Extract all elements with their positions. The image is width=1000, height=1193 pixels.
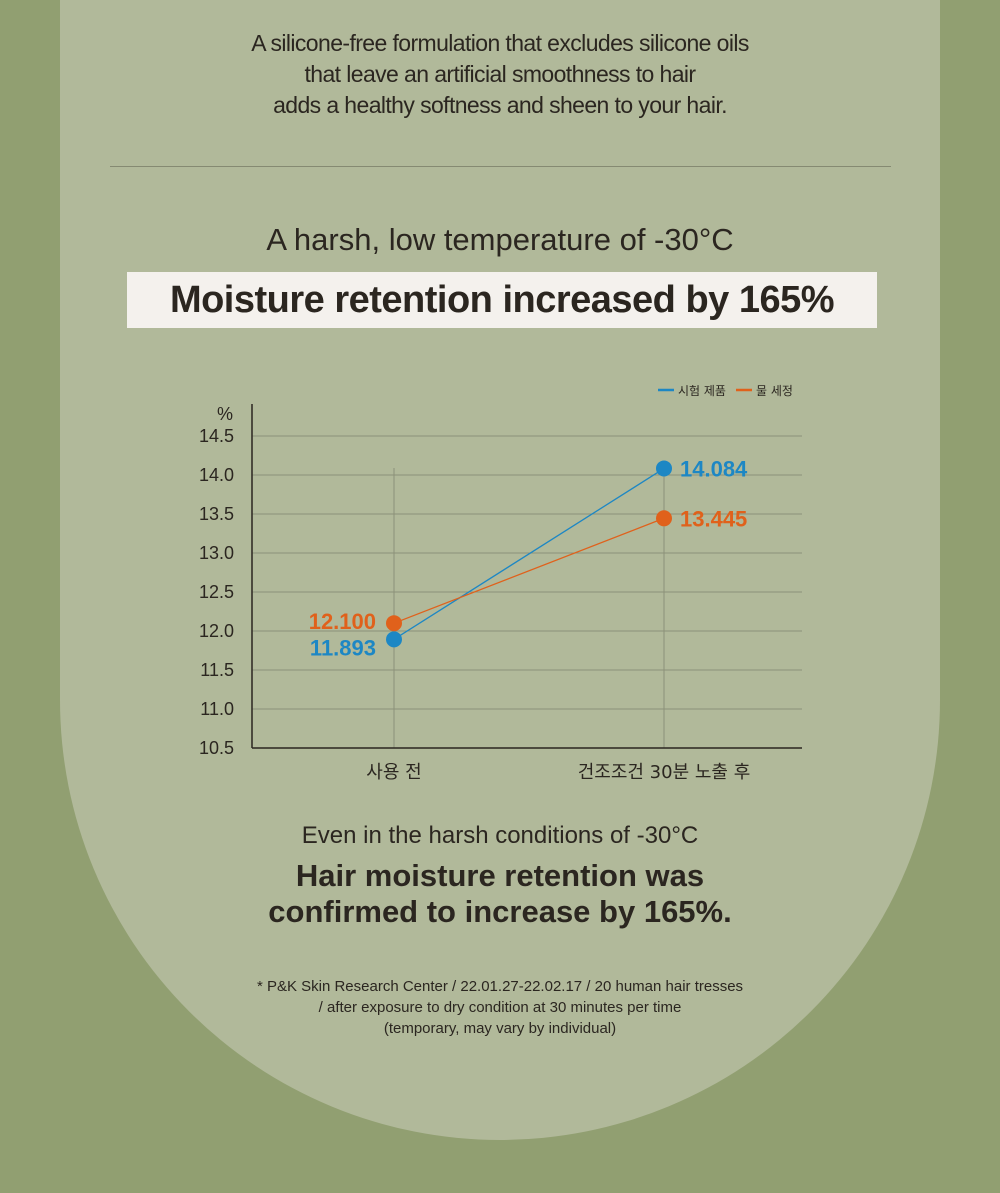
- conclusion-line: confirmed to increase by 165%.: [268, 894, 732, 929]
- data-point: [656, 460, 672, 477]
- legend-label: 물 세정: [756, 384, 793, 398]
- series-line: [393, 517, 665, 624]
- y-tick-label: 11.0: [200, 699, 234, 719]
- footnote-line: * P&K Skin Research Center / 22.01.27-22…: [256, 978, 744, 995]
- headline-highlight-box: [127, 272, 877, 328]
- chart-gridlines: [252, 435, 802, 748]
- x-category-label: 건조조건 30분 노출 후: [578, 762, 751, 783]
- intro-line: that leave an artificial smoothness to h…: [304, 61, 697, 87]
- y-tick-label: 10.5: [199, 738, 234, 758]
- conclusion-line: Hair moisture retention was: [295, 858, 705, 893]
- footnote-line: / after exposure to dry condition at 30 …: [318, 999, 682, 1016]
- y-tick-label: 13.5: [199, 504, 234, 524]
- y-tick-label: 11.5: [200, 660, 234, 680]
- chart-axes: [251, 404, 802, 749]
- y-tick-label: 14.0: [199, 465, 234, 485]
- data-point: [386, 631, 402, 648]
- y-tick-label: 12.5: [199, 582, 234, 602]
- moisture-line-chart: 시험 제품 물 세정 % 14.5 14.0 13.5 13.0 12.5 12.0 11.5…: [199, 384, 802, 783]
- x-axis-categories: 사용 전 건조조건 30분 노출 후: [366, 762, 750, 783]
- data-label: 13.445: [680, 506, 747, 531]
- y-axis-unit-label: %: [217, 404, 233, 424]
- conclusion-statement: Hair moisture retention was confirmed to…: [0, 858, 1000, 930]
- conclusion-lead: Even in the harsh conditions of -30°C: [301, 822, 699, 849]
- y-axis-ticks: 14.5 14.0 13.5 13.0 12.5 12.0 11.5 11.0 10.5: [199, 426, 234, 758]
- intro-line: adds a healthy softness and sheen to you…: [273, 92, 727, 118]
- y-tick-label: 13.0: [199, 543, 234, 563]
- x-category-label: 사용 전: [366, 762, 421, 783]
- legend-label: 시험 제품: [678, 384, 726, 398]
- data-label: 11.893: [310, 635, 376, 660]
- chart-series: 11.893 14.084 12.100 13.445: [309, 456, 748, 660]
- chart-legend: 시험 제품 물 세정: [658, 384, 793, 398]
- section-subtitle: A harsh, low temperature of -30°C: [266, 222, 734, 257]
- series-line: [393, 467, 665, 640]
- footnote-line: (temporary, may vary by individual): [383, 1020, 617, 1037]
- intro-line: A silicone-free formulation that exclude…: [251, 30, 749, 56]
- y-tick-label: 12.0: [199, 621, 234, 641]
- intro-text: A silicone-free formulation that exclude…: [0, 28, 1000, 121]
- study-footnote: * P&K Skin Research Center / 22.01.27-22…: [0, 976, 1000, 1039]
- section-headline: Moisture retention increased by 165%: [169, 279, 835, 321]
- y-tick-label: 14.5: [199, 426, 234, 446]
- background-arch-panel: [60, 0, 940, 1140]
- data-point: [386, 615, 402, 632]
- section-divider: [110, 166, 891, 167]
- data-label: 14.084: [680, 456, 748, 481]
- data-point: [656, 510, 672, 527]
- data-label: 12.100: [309, 609, 376, 634]
